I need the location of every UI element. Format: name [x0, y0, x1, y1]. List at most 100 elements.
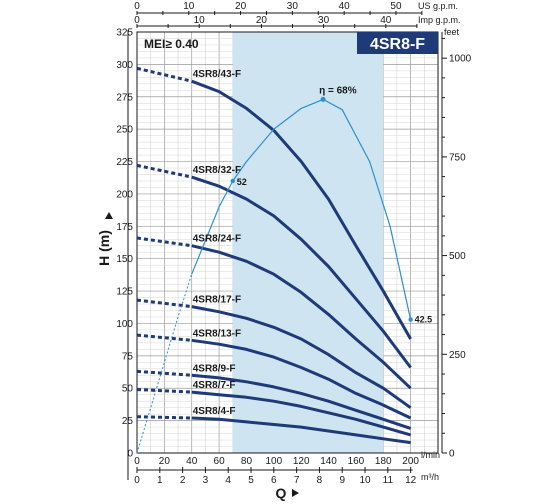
unit-usgpm: US g.p.m.	[418, 1, 458, 11]
efficiency-end-point	[408, 317, 413, 322]
y-tick-label: 325	[116, 28, 133, 39]
m3h-tick-label: 5	[248, 475, 254, 486]
operating-range-band	[232, 32, 384, 453]
plot-frame	[136, 31, 439, 454]
x-tick-label: 20	[159, 456, 171, 467]
head-curve-dashed	[136, 66, 193, 83]
impgpm-tick-label: 40	[380, 15, 392, 26]
efficiency-curve-line	[191, 98, 412, 320]
curve-label: 4SR8/17-F	[193, 295, 241, 306]
head-curves	[136, 66, 412, 445]
head-curve-dashed	[136, 388, 192, 394]
y-tick-label: 225	[116, 157, 133, 168]
feet-tick-label: 500	[449, 251, 466, 262]
x-tick-label: 160	[348, 456, 365, 467]
impgpm-tick-label: 30	[318, 15, 330, 26]
usgpm-tick-label: 40	[339, 1, 351, 12]
head-curve	[191, 244, 412, 390]
y-tick-label: 175	[116, 222, 133, 233]
usgpm-tick-label: 20	[235, 1, 247, 12]
curve-label: 4SR8/43-F	[193, 69, 241, 80]
model-badge-background	[357, 32, 438, 54]
x-tick-label: 100	[265, 456, 282, 467]
unit-feet: feet	[444, 27, 460, 37]
m3h-tick-label: 3	[203, 475, 209, 486]
head-curve	[191, 373, 412, 430]
x-tick-label: 0	[134, 456, 140, 467]
x-axis-title: Q	[276, 485, 287, 501]
usgpm-tick-label: 30	[287, 1, 299, 12]
efficiency-curve-dashed	[136, 274, 193, 454]
model-badge-text: 4SR8-F	[370, 36, 425, 53]
y-axis-arrow-icon	[105, 212, 113, 219]
feet-tick-label: 250	[449, 350, 466, 361]
head-curve-dashed	[136, 333, 192, 342]
curve-label: 4SR8/32-F	[193, 165, 241, 176]
m3h-tick-label: 12	[405, 475, 417, 486]
x-tick-label: 60	[214, 456, 226, 467]
impgpm-tick-label: 20	[256, 15, 268, 26]
curve-label: 4SR8/4-F	[193, 406, 236, 417]
y-tick-label: 300	[116, 60, 133, 71]
head-curve-dashed	[136, 163, 193, 179]
impgpm-tick-label: 0	[134, 15, 140, 26]
head-curve-dashed	[136, 298, 192, 309]
x-axis-arrow-icon	[292, 489, 299, 497]
recommended-range	[232, 32, 384, 453]
m3h-tick-label: 10	[359, 475, 371, 486]
head-curve	[191, 390, 412, 437]
y-tick-label: 250	[116, 125, 133, 136]
m3h-tick-label: 11	[383, 475, 394, 486]
y-tick-label: 200	[116, 189, 133, 200]
curve-label: 4SR8/7-F	[193, 380, 236, 391]
head-curve	[191, 416, 411, 445]
head-curve	[191, 305, 412, 409]
head-curve-dashed	[136, 369, 192, 377]
efficiency-peak-point	[320, 96, 326, 102]
x-tick-label: 180	[375, 456, 392, 467]
efficiency-start-point	[230, 178, 235, 184]
usgpm-tick-label: 50	[390, 1, 402, 12]
model-badge: 4SR8-F	[357, 32, 438, 54]
y-tick-label: 100	[116, 319, 133, 330]
y-tick-label: 150	[116, 254, 133, 265]
unit-m3h: m³/h	[421, 472, 439, 482]
feet-tick-label: 750	[449, 152, 466, 163]
usgpm-tick-label: 0	[134, 1, 140, 12]
impgpm-tick-label: 10	[194, 15, 206, 26]
y-tick-label: 0	[127, 449, 133, 460]
m3h-tick-label: 1	[157, 475, 163, 486]
x-tick-label: 80	[241, 456, 253, 467]
head-curve	[191, 79, 412, 340]
curve-labels: 4SR8/43-F 4SR8/32-F 4SR8/24-F 4SR8/17-F 4SR8…	[193, 69, 432, 417]
efficiency-end-label: 42.5	[415, 315, 433, 325]
feet-tick-label: 1000	[449, 54, 472, 65]
x-tick-label: 140	[320, 456, 337, 467]
m3h-tick-label: 9	[339, 475, 345, 486]
usgpm-tick-label: 10	[183, 1, 195, 12]
head-curve-dashed	[136, 236, 192, 248]
feet-tick-label: 0	[449, 449, 455, 460]
efficiency-peak-label: η = 68%	[319, 85, 357, 96]
m3h-tick-label: 7	[294, 475, 300, 486]
y-tick-label: 125	[116, 287, 133, 298]
unit-lmin: l/min	[421, 450, 440, 460]
m3h-tick-label: 0	[134, 475, 140, 486]
curve-label: 4SR8/24-F	[193, 234, 241, 245]
mei-label: MEI≥ 0.40	[144, 37, 199, 51]
y-axis-title: H (m)	[96, 230, 112, 266]
x-tick-label: 40	[186, 456, 198, 467]
x-tick-label: 200	[402, 456, 419, 467]
head-curve	[191, 338, 412, 420]
m3h-tick-label: 4	[225, 475, 231, 486]
head-curve-dashed	[136, 415, 192, 420]
unit-impgpm: Imp g.p.m.	[418, 15, 461, 25]
m3h-tick-label: 2	[180, 475, 186, 486]
y-tick-label: 275	[116, 92, 133, 103]
efficiency-curve	[136, 96, 413, 454]
x-tick-label: 120	[293, 456, 310, 467]
efficiency-start-label: 52	[237, 177, 247, 187]
curve-label: 4SR8/13-F	[193, 328, 241, 339]
